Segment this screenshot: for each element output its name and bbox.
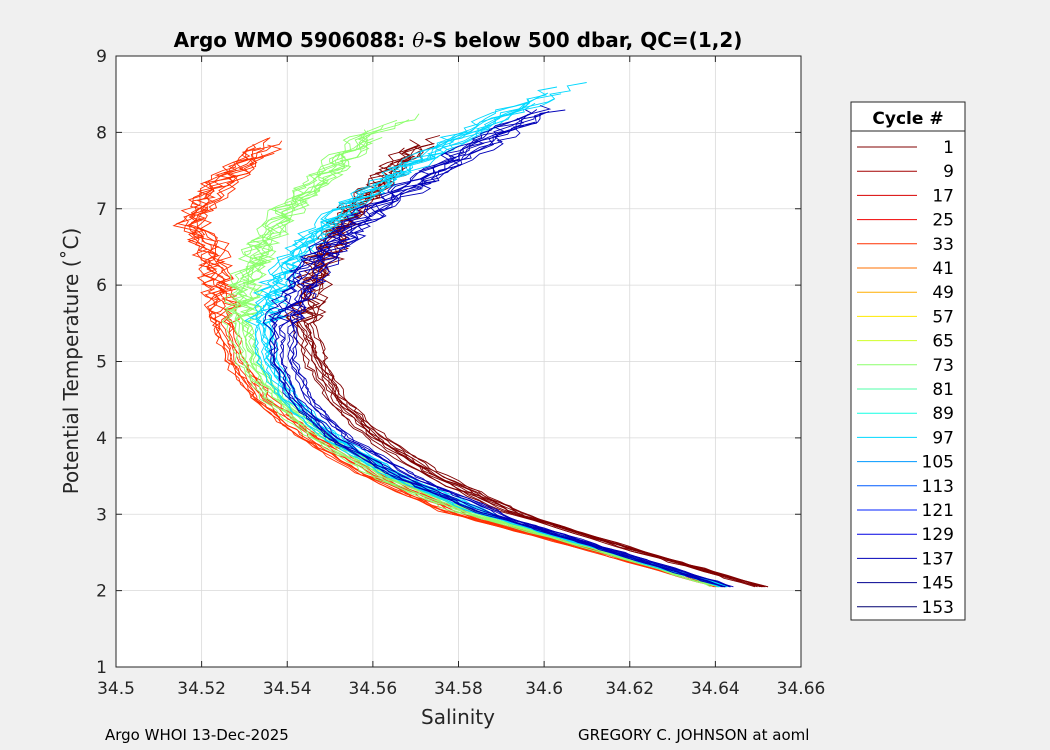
y-tick-label: 8 <box>96 123 107 143</box>
x-tick-label: 34.64 <box>691 679 740 699</box>
legend-entries: 1 9 17 25 33 41 49 57 65 73 81 89 97 105 113 121 129 137 1… <box>857 138 954 618</box>
legend-label: 49 <box>932 283 954 303</box>
legend-label: 105 <box>922 453 954 473</box>
x-tick-label: 34.52 <box>177 679 226 699</box>
y-tick-label: 1 <box>96 658 107 678</box>
profile-line <box>291 153 763 588</box>
axis-ticks <box>115 55 802 668</box>
legend-label: 97 <box>932 428 954 448</box>
y-tick-label: 9 <box>96 47 107 67</box>
profile-line <box>289 109 731 588</box>
title-prefix: Argo WMO 5906088: <box>174 28 413 52</box>
legend-title: Cycle # <box>872 109 943 129</box>
profile-line <box>305 135 769 588</box>
chart-title: Argo WMO 5906088: θ-S below 500 dbar, QC… <box>174 28 743 52</box>
profile-line <box>276 115 726 588</box>
legend-label: 81 <box>932 380 954 400</box>
x-tick-labels: 34.5 34.52 34.54 34.56 34.58 34.6 34.62 34.64 34… <box>97 679 825 699</box>
y-tick-label: 3 <box>96 505 107 525</box>
x-tick-label: 34.5 <box>97 679 135 699</box>
profile-line <box>183 137 716 588</box>
profile-line <box>312 145 769 588</box>
x-tick-label: 34.62 <box>605 679 654 699</box>
profile-line <box>230 119 719 588</box>
profile-line <box>261 82 726 588</box>
legend-label: 153 <box>922 598 954 618</box>
legend-label: 121 <box>922 501 954 521</box>
y-tick-label: 5 <box>96 353 107 373</box>
y-tick-label: 2 <box>96 582 107 602</box>
profile-line <box>249 86 719 588</box>
legend-label: 9 <box>943 162 954 182</box>
x-axis-label: Salinity <box>421 705 495 729</box>
legend-label: 57 <box>932 307 954 327</box>
legend-label: 17 <box>932 186 954 206</box>
x-tick-label: 34.58 <box>434 679 483 699</box>
legend-label: 33 <box>932 235 954 255</box>
legend-label: 145 <box>922 574 954 594</box>
legend-label: 65 <box>932 332 954 352</box>
profile-line <box>267 109 724 588</box>
y-axis-label: Potential Temperature (˚C) <box>59 228 83 495</box>
legend-label: 25 <box>932 211 954 231</box>
legend-box <box>850 101 966 621</box>
legend-label: 41 <box>932 259 954 279</box>
title-suffix: -S below 500 dbar, QC=(1,2) <box>424 28 742 52</box>
footer-right: GREGORY C. JOHNSON at aoml <box>578 726 810 744</box>
series-layer <box>172 82 769 588</box>
legend-label: 129 <box>922 525 954 545</box>
y-tick-label: 6 <box>96 276 107 296</box>
x-tick-label: 34.54 <box>263 679 312 699</box>
y-tick-label: 4 <box>96 429 107 449</box>
legend-label: 73 <box>932 356 954 376</box>
y-tick-label: 7 <box>96 200 107 220</box>
x-tick-label: 34.66 <box>777 679 826 699</box>
x-tick-label: 34.6 <box>525 679 563 699</box>
footer-left: Argo WHOI 13-Dec-2025 <box>105 726 289 744</box>
legend-label: 113 <box>922 477 954 497</box>
profile-line <box>287 112 731 588</box>
legend-label: 137 <box>922 549 954 569</box>
y-tick-labels: 1 2 3 4 5 6 7 8 9 <box>96 47 107 678</box>
profile-line <box>221 129 711 588</box>
legend-label: 89 <box>932 404 954 424</box>
legend: Cycle # 1 9 17 25 33 41 49 57 65 73 81 89 97 105 113 12… <box>850 101 966 621</box>
legend-label: 1 <box>943 138 954 158</box>
x-tick-label: 34.56 <box>349 679 398 699</box>
title-theta: θ <box>412 28 424 52</box>
profile-line <box>262 109 726 588</box>
